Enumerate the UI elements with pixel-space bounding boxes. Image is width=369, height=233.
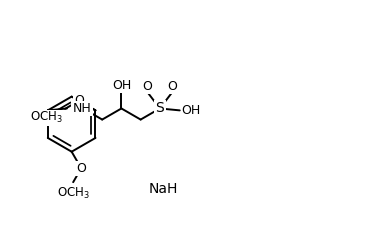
Text: OH: OH bbox=[181, 104, 200, 117]
Text: OCH$_3$: OCH$_3$ bbox=[30, 110, 63, 126]
Text: O: O bbox=[167, 80, 177, 93]
Text: OCH$_3$: OCH$_3$ bbox=[57, 186, 90, 201]
Text: NaH: NaH bbox=[149, 182, 178, 196]
Text: OH: OH bbox=[112, 79, 131, 92]
Text: O: O bbox=[143, 80, 152, 93]
Text: S: S bbox=[155, 101, 164, 116]
Text: O: O bbox=[76, 162, 86, 175]
Text: NH: NH bbox=[73, 102, 92, 115]
Text: O: O bbox=[74, 94, 84, 107]
